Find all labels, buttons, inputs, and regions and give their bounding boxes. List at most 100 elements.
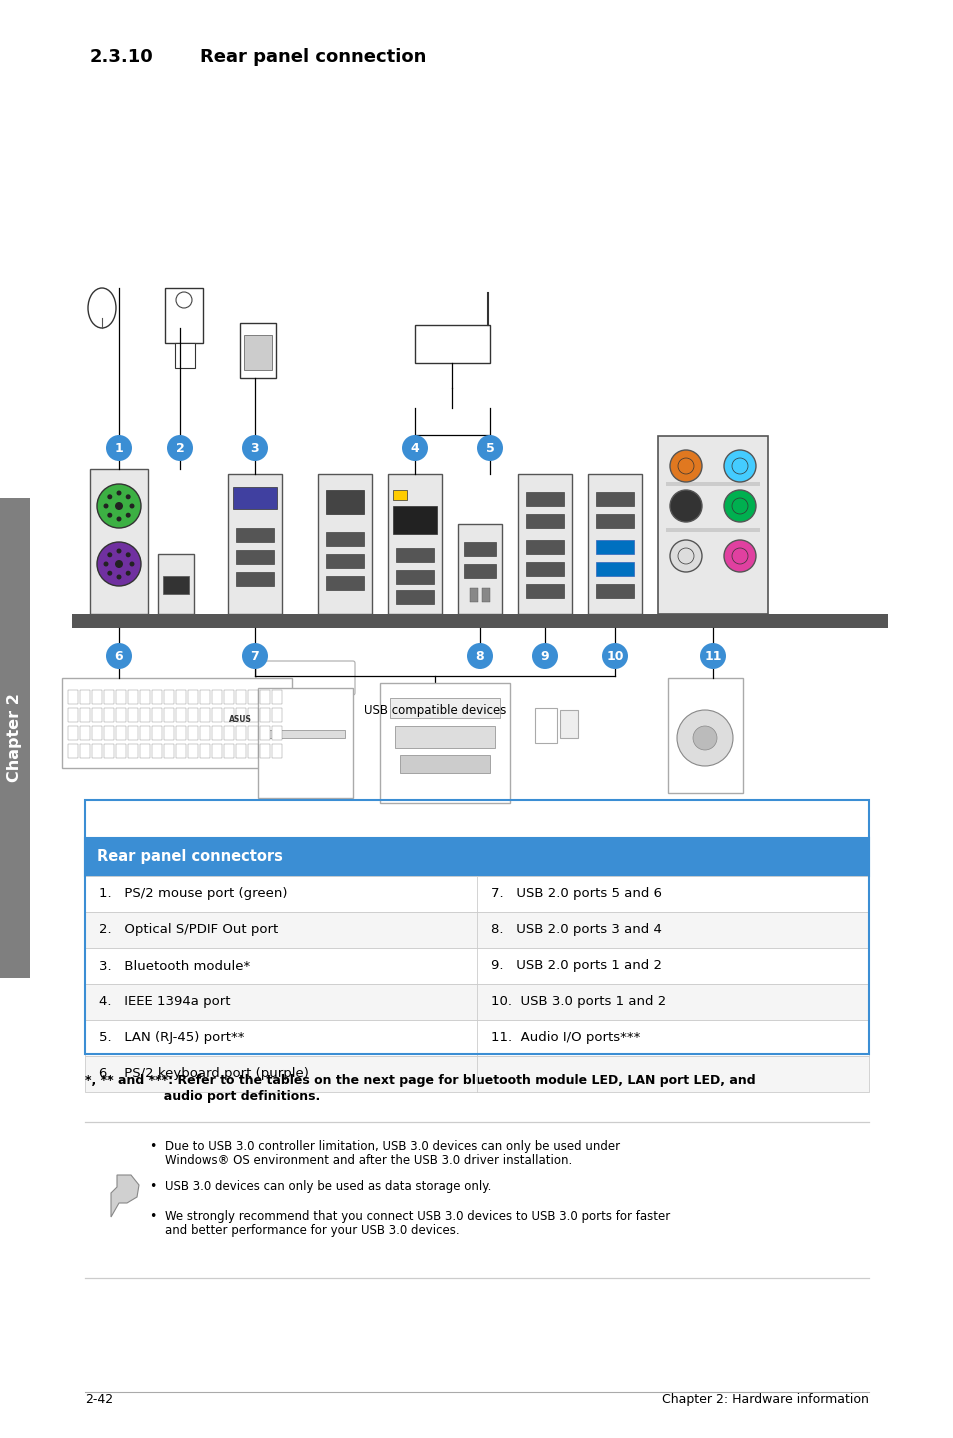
Bar [104,726,113,741]
Bar [200,743,210,758]
Bar [388,475,441,614]
Bar [85,912,868,948]
Bar [481,588,490,603]
Bar [175,707,186,722]
Bar [188,707,198,722]
Bar [152,743,162,758]
Bar [85,1055,868,1091]
Circle shape [669,490,701,522]
Text: 10: 10 [605,650,623,663]
Bar [415,325,490,362]
Bar [587,475,641,614]
Circle shape [678,457,693,475]
Bar [393,490,407,500]
Text: Chapter 2: Chapter 2 [8,693,23,782]
Bar [559,710,578,738]
Circle shape [115,502,123,510]
Bar [265,731,345,738]
Bar [248,690,257,705]
Bar [596,584,634,598]
Bar [116,743,126,758]
Bar [116,690,126,705]
Bar [240,324,275,378]
Circle shape [242,643,268,669]
Text: Windows® OS environment and after the USB 3.0 driver installation.: Windows® OS environment and after the US… [165,1155,572,1168]
Circle shape [107,552,112,558]
Bar [224,707,233,722]
Bar [128,707,138,722]
Bar [248,707,257,722]
Text: 4: 4 [410,441,419,454]
Circle shape [723,490,755,522]
Circle shape [401,436,428,462]
Circle shape [130,561,134,567]
Bar [200,690,210,705]
Bar [257,687,353,798]
Text: 5: 5 [485,441,494,454]
Bar [188,690,198,705]
Circle shape [167,436,193,462]
Bar [85,948,868,984]
Text: 8: 8 [476,650,484,663]
Text: 11.  Audio I/O ports***: 11. Audio I/O ports*** [491,1031,639,1044]
Bar [128,726,138,741]
Bar [525,492,563,506]
Circle shape [97,542,141,587]
Circle shape [731,498,747,513]
Bar [68,743,78,758]
Bar [116,707,126,722]
Text: 3: 3 [251,441,259,454]
Bar [91,690,102,705]
Bar [80,726,90,741]
Bar [272,743,282,758]
Bar [525,562,563,577]
Circle shape [692,726,717,751]
Bar [260,690,270,705]
Circle shape [106,436,132,462]
Text: audio port definitions.: audio port definitions. [85,1090,320,1103]
Circle shape [126,571,131,575]
Text: 2.   Optical S/PDIF Out port: 2. Optical S/PDIF Out port [99,923,278,936]
Bar [393,506,436,533]
Text: •: • [149,1209,156,1222]
Circle shape [126,513,131,518]
Bar [80,707,90,722]
Polygon shape [111,1175,139,1217]
Bar [235,549,274,564]
Bar [163,577,189,594]
Bar [212,726,222,741]
Bar [140,743,150,758]
Circle shape [115,559,123,568]
Bar [188,743,198,758]
Text: 1.   PS/2 mouse port (green): 1. PS/2 mouse port (green) [99,887,287,900]
Bar [272,707,282,722]
Bar [667,677,742,792]
Bar [140,707,150,722]
Text: 2.3.10: 2.3.10 [90,47,153,66]
Text: 5.   LAN (RJ-45) port**: 5. LAN (RJ-45) port** [99,1031,244,1044]
Bar [379,683,510,802]
Bar [140,726,150,741]
Bar [224,726,233,741]
Bar [525,513,563,528]
Bar [596,562,634,577]
Bar [104,743,113,758]
Bar [260,743,270,758]
Bar [68,707,78,722]
Bar [175,726,186,741]
Bar [165,288,203,344]
Text: Rear panel connectors: Rear panel connectors [97,850,283,864]
Circle shape [467,643,493,669]
Bar [200,707,210,722]
Text: 2: 2 [175,441,184,454]
Circle shape [601,643,627,669]
Bar [0,498,30,978]
Bar [395,569,434,584]
Bar [272,690,282,705]
Bar [140,690,150,705]
Bar [235,726,246,741]
Circle shape [669,541,701,572]
Text: 3.   Bluetooth module*: 3. Bluetooth module* [99,959,250,972]
Bar [457,523,501,614]
Text: ASUS: ASUS [229,716,252,725]
